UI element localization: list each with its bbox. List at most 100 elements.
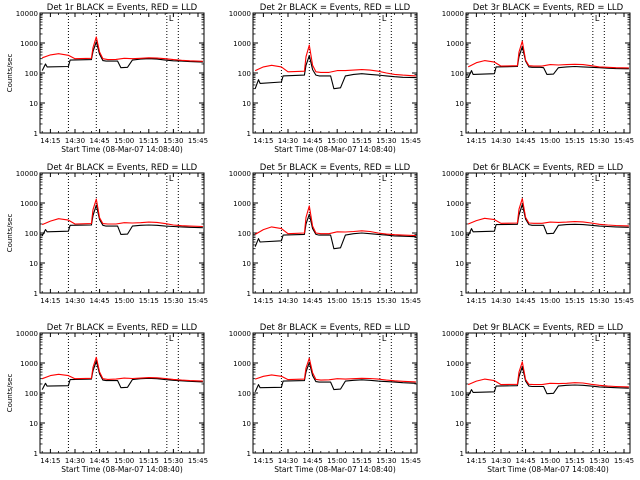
x-axis-label: Start Time (08-Mar-07 14:08:40) <box>61 145 183 154</box>
y-tick-label: 10000 <box>442 330 464 338</box>
x-tick-label: 14:30 <box>491 137 511 145</box>
y-tick-label: 1 <box>34 130 38 138</box>
x-tick-label: 15:15 <box>352 457 372 465</box>
y-tick-label: 10 <box>455 260 464 268</box>
x-tick-label: 15:15 <box>565 457 585 465</box>
x-axis-label: Start Time (08-Mar-07 14:08:40) <box>61 465 183 474</box>
y-tick-label: 10000 <box>442 170 464 178</box>
panel-9: Det 9r BLACK = Events, RED = LLD 1 10 100 10… <box>442 323 634 474</box>
x-tick-label: 15:00 <box>327 137 347 145</box>
plot-frame <box>465 12 631 134</box>
x-tick-label: 14:45 <box>302 457 322 465</box>
x-tick-label: 14:15 <box>253 457 273 465</box>
lld-series-line <box>467 361 629 388</box>
panel-2: Det 2r BLACK = Events, RED = LLD 1 10 100 10… <box>229 3 421 154</box>
x-tick-label: 14:45 <box>515 297 535 305</box>
x-tick-label: 15:45 <box>188 137 208 145</box>
x-tick-label: 14:45 <box>89 137 109 145</box>
x-tick-label: 14:15 <box>466 137 486 145</box>
lld-series-line <box>254 44 416 77</box>
x-tick-label: 15:15 <box>139 457 159 465</box>
events-series-line <box>41 41 203 71</box>
y-tick-label: 1 <box>460 450 464 458</box>
x-axis-label: Start Time (08-Mar-07 14:08:40) <box>274 145 396 154</box>
corner-marker: L <box>382 174 387 183</box>
corner-marker: L <box>169 14 174 23</box>
panel-title: Det 2r BLACK = Events, RED = LLD <box>260 3 411 13</box>
y-tick-label: 1 <box>460 130 464 138</box>
lld-series-line <box>41 198 203 228</box>
events-series-line <box>41 204 203 237</box>
y-tick-label: 1000 <box>20 360 38 368</box>
plot-frame <box>465 172 631 294</box>
y-tick-label: 10000 <box>16 10 38 18</box>
x-tick-label: 15:45 <box>614 297 634 305</box>
y-tick-label: 1 <box>34 290 38 298</box>
y-tick-label: 1000 <box>233 200 251 208</box>
panel-3: Det 3r BLACK = Events, RED = LLD 1 10 100 10… <box>442 3 634 145</box>
y-tick-label: 10 <box>242 100 251 108</box>
x-tick-label: 14:30 <box>278 297 298 305</box>
y-tick-label: 10000 <box>16 330 38 338</box>
plot-frame <box>465 332 631 454</box>
y-tick-label: 10 <box>29 420 38 428</box>
plot-frame <box>252 12 418 134</box>
x-tick-label: 15:45 <box>401 297 421 305</box>
x-tick-label: 14:15 <box>466 457 486 465</box>
events-series-line <box>41 360 203 390</box>
panel-6: Det 6r BLACK = Events, RED = LLD 1 10 100 10… <box>442 163 634 305</box>
x-tick-label: 14:30 <box>65 137 85 145</box>
y-tick-label: 1000 <box>233 360 251 368</box>
x-axis-label: Start Time (08-Mar-07 14:08:40) <box>487 465 609 474</box>
x-axis-label: Start Time (08-Mar-07 14:08:40) <box>274 465 396 474</box>
y-tick-label: 1 <box>247 450 251 458</box>
y-axis-label: Counts/sec <box>6 54 14 93</box>
x-tick-label: 15:30 <box>163 457 183 465</box>
x-tick-label: 15:45 <box>614 457 634 465</box>
y-tick-label: 100 <box>238 70 251 78</box>
lld-series-line <box>42 36 203 62</box>
x-tick-label: 15:15 <box>139 137 159 145</box>
corner-marker: L <box>169 334 174 343</box>
y-tick-label: 1 <box>247 130 251 138</box>
y-tick-label: 100 <box>25 70 38 78</box>
x-tick-label: 15:45 <box>401 457 421 465</box>
y-tick-label: 1000 <box>233 40 251 48</box>
x-tick-label: 15:15 <box>352 137 372 145</box>
x-tick-label: 14:30 <box>278 137 298 145</box>
events-series-line <box>254 55 416 90</box>
panel-title: Det 5r BLACK = Events, RED = LLD <box>260 163 411 173</box>
y-tick-label: 10000 <box>442 10 464 18</box>
y-tick-label: 10000 <box>229 170 251 178</box>
plot-frame <box>39 12 205 134</box>
x-tick-label: 14:45 <box>302 137 322 145</box>
x-tick-label: 14:45 <box>89 297 109 305</box>
x-tick-label: 14:15 <box>40 457 60 465</box>
y-tick-label: 1000 <box>20 40 38 48</box>
x-tick-label: 15:15 <box>565 137 585 145</box>
x-tick-label: 15:30 <box>589 137 609 145</box>
x-tick-label: 15:45 <box>188 297 208 305</box>
x-tick-label: 15:00 <box>540 137 560 145</box>
y-tick-label: 100 <box>451 70 464 78</box>
panel-title: Det 7r BLACK = Events, RED = LLD <box>47 323 198 333</box>
panel-1: Det 1r BLACK = Events, RED = LLD 1 10 100 10… <box>6 3 208 154</box>
x-tick-label: 14:30 <box>278 457 298 465</box>
lld-series-line <box>255 357 416 383</box>
events-series-line <box>467 46 629 78</box>
lld-series-line <box>254 205 416 237</box>
y-tick-label: 100 <box>238 390 251 398</box>
lld-series-line <box>467 198 629 227</box>
x-tick-label: 14:45 <box>89 457 109 465</box>
y-tick-label: 10 <box>455 100 464 108</box>
y-tick-label: 10 <box>242 260 251 268</box>
panel-title: Det 8r BLACK = Events, RED = LLD <box>260 323 411 333</box>
x-tick-label: 15:15 <box>352 297 372 305</box>
x-tick-label: 15:00 <box>327 297 347 305</box>
x-tick-label: 14:30 <box>65 457 85 465</box>
y-tick-label: 10000 <box>229 330 251 338</box>
y-tick-label: 1 <box>460 290 464 298</box>
y-tick-label: 100 <box>451 390 464 398</box>
y-tick-label: 1000 <box>446 200 464 208</box>
